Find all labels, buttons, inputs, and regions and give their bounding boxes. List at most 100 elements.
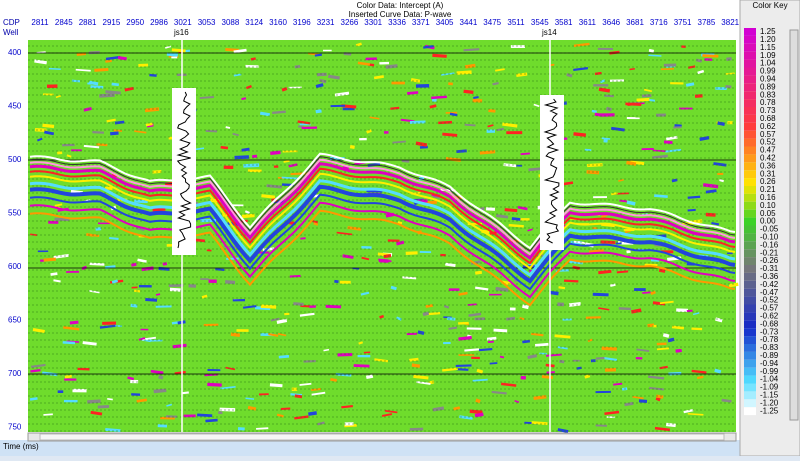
key-scrollbar[interactable] — [790, 30, 798, 420]
color-key-title: Color Key — [752, 1, 787, 10]
cdp-label: 3611 — [579, 18, 597, 27]
noise — [374, 76, 384, 77]
key-swatch — [744, 162, 756, 170]
noise — [205, 420, 217, 421]
noise — [391, 287, 397, 289]
noise — [277, 320, 287, 322]
noise — [242, 149, 250, 150]
noise — [173, 345, 187, 346]
noise — [458, 338, 471, 340]
noise — [396, 242, 403, 244]
noise — [413, 376, 428, 378]
noise — [502, 124, 517, 126]
noise — [496, 216, 508, 218]
key-swatch — [744, 257, 756, 265]
key-swatch — [744, 273, 756, 281]
scroll-thumb[interactable] — [40, 434, 724, 440]
key-swatch — [744, 36, 756, 44]
noise — [457, 72, 472, 73]
noise — [172, 50, 186, 51]
noise — [270, 152, 280, 153]
noise — [445, 264, 455, 265]
noise — [702, 55, 718, 56]
noise — [688, 197, 700, 198]
noise — [542, 377, 553, 378]
noise — [604, 96, 614, 97]
noise — [626, 162, 635, 164]
key-swatch — [744, 202, 756, 210]
key-swatch — [744, 218, 756, 226]
noise — [146, 124, 153, 125]
noise — [664, 142, 672, 143]
key-swatch — [744, 265, 756, 273]
noise — [711, 223, 718, 224]
noise — [30, 370, 40, 371]
key-swatch — [744, 83, 756, 91]
noise — [114, 130, 122, 131]
noise — [648, 55, 661, 56]
noise — [493, 83, 499, 84]
noise — [494, 330, 508, 331]
noise — [569, 304, 581, 305]
key-swatch — [744, 99, 756, 107]
noise — [475, 414, 483, 416]
noise — [279, 356, 289, 357]
noise — [688, 414, 704, 415]
noise — [206, 131, 217, 132]
noise — [54, 255, 69, 257]
noise — [65, 376, 72, 377]
noise — [531, 334, 543, 335]
noise — [592, 111, 597, 112]
key-swatch — [744, 297, 756, 305]
key-swatch — [744, 407, 756, 415]
key-swatch — [744, 186, 756, 194]
time-label: 450 — [8, 102, 22, 111]
noise — [314, 223, 318, 225]
key-swatch — [744, 233, 756, 241]
noise — [488, 111, 495, 112]
noise — [118, 58, 127, 59]
key-swatch — [744, 210, 756, 218]
noise — [470, 411, 483, 412]
noise — [593, 294, 609, 295]
noise — [610, 285, 615, 286]
noise — [125, 88, 134, 90]
key-swatch — [744, 147, 756, 155]
noise — [639, 401, 647, 402]
noise — [261, 196, 275, 198]
noise — [509, 225, 524, 226]
color-data-title: Color Data: Intercept (A) — [357, 1, 444, 10]
noise — [585, 150, 591, 151]
noise — [163, 264, 167, 265]
key-swatch — [744, 384, 756, 392]
noise — [642, 292, 651, 293]
key-swatch — [744, 75, 756, 83]
noise — [550, 65, 554, 66]
noise — [261, 306, 276, 307]
noise — [558, 430, 568, 432]
key-label: -1.25 — [760, 406, 779, 415]
noise — [535, 344, 548, 345]
cdp-label: 3681 — [626, 18, 644, 27]
noise — [112, 84, 119, 85]
noise — [293, 304, 303, 305]
noise — [90, 264, 105, 265]
noise — [528, 356, 537, 358]
noise — [358, 63, 370, 65]
noise — [672, 180, 677, 181]
noise — [109, 238, 118, 239]
noise — [642, 95, 651, 96]
noise — [105, 92, 120, 94]
noise — [300, 384, 312, 385]
key-swatch — [744, 328, 756, 336]
noise — [154, 390, 167, 391]
noise — [505, 210, 518, 211]
noise — [76, 70, 91, 71]
noise — [726, 86, 732, 87]
noise — [625, 403, 634, 405]
noise — [473, 380, 488, 381]
noise — [449, 328, 457, 329]
cdp-label: 2986 — [150, 18, 168, 27]
key-swatch — [744, 281, 756, 289]
noise — [490, 363, 498, 364]
